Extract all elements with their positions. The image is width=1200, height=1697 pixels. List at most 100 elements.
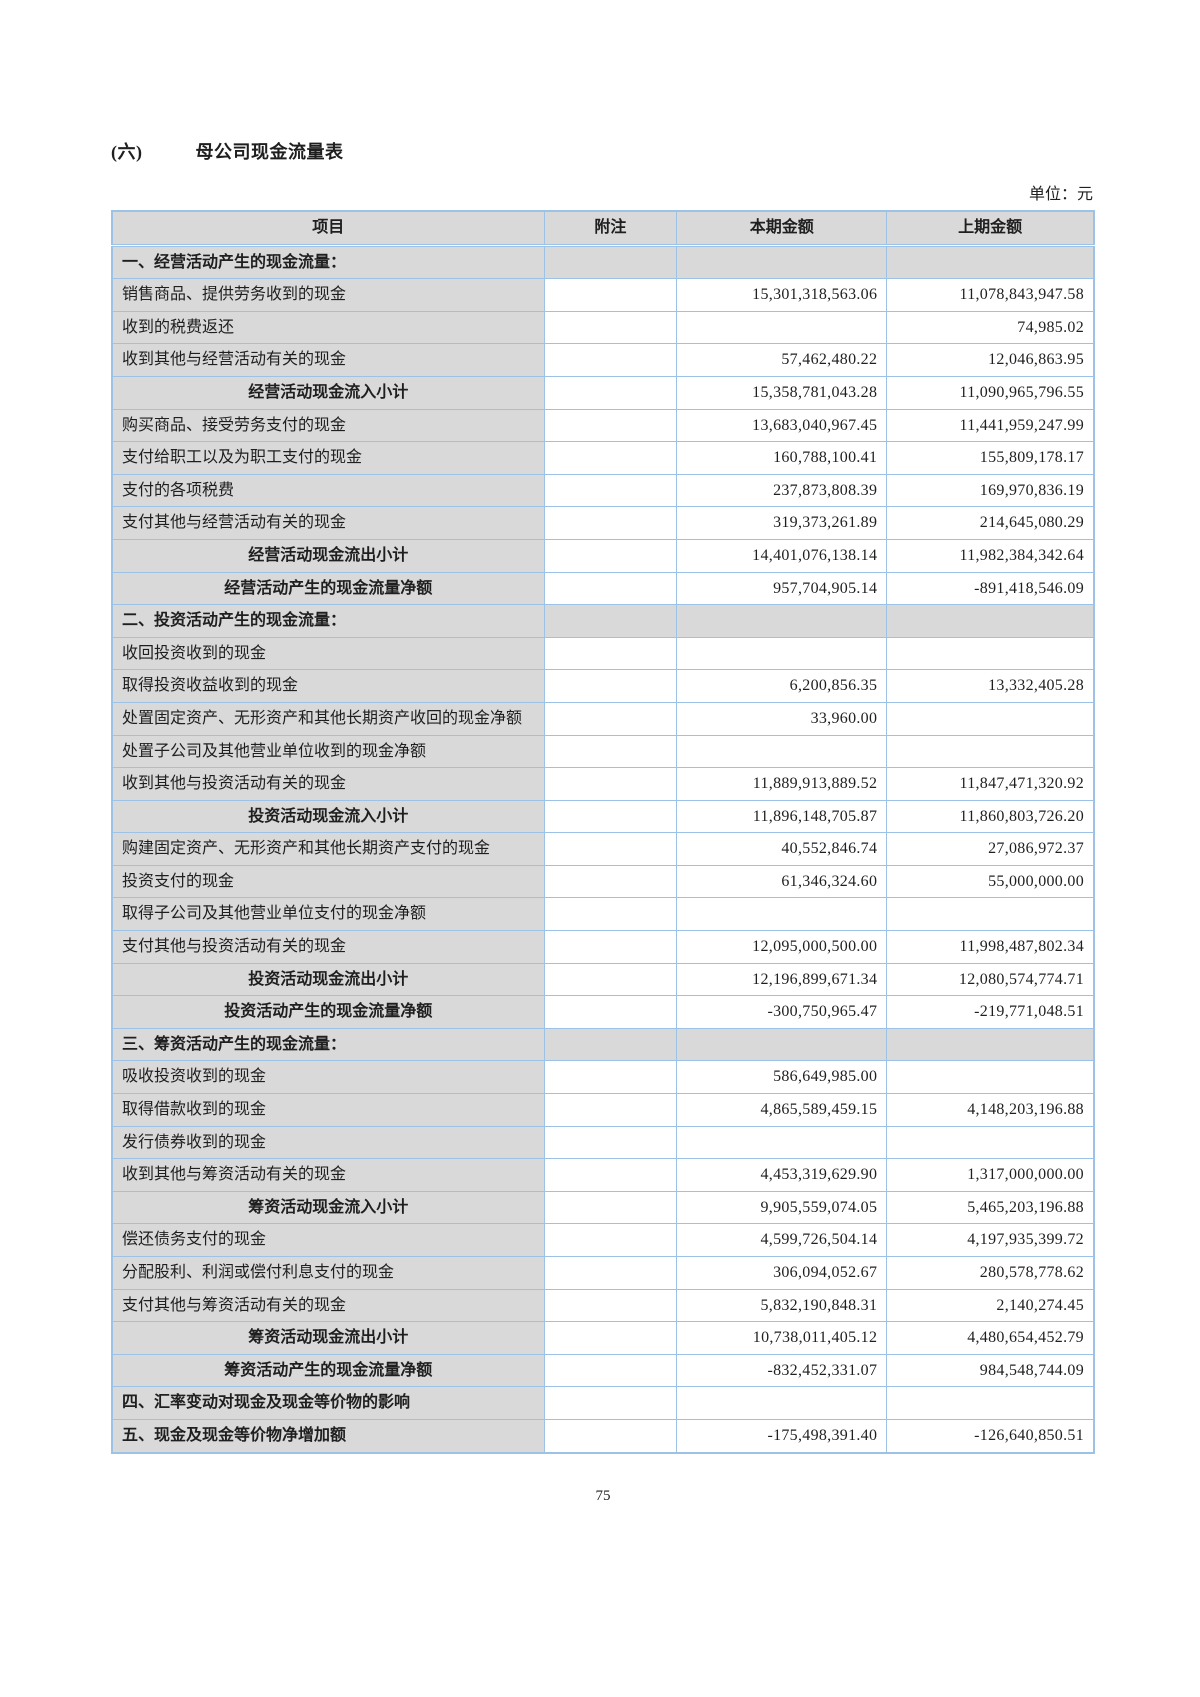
table-row: 取得投资收益收到的现金 6,200,856.35 13,332,405.28 [111, 669, 1095, 703]
item-cell: 支付给职工以及为职工支付的现金 [111, 441, 545, 475]
prior-amount-cell: 55,000,000.00 [886, 864, 1095, 899]
current-amount-cell: 61,346,324.60 [676, 864, 888, 899]
prior-amount-cell: 214,645,080.29 [886, 506, 1095, 540]
note-cell [543, 767, 678, 801]
current-amount-cell: 957,704,905.14 [676, 571, 888, 606]
current-amount-cell: 15,358,781,043.28 [676, 375, 888, 410]
table-row: 投资支付的现金 61,346,324.60 55,000,000.00 [111, 864, 1095, 899]
item-cell: 投资活动产生的现金流量净额 [111, 995, 545, 1029]
prior-amount-cell: 11,860,803,726.20 [886, 799, 1095, 834]
note-cell [543, 506, 678, 540]
prior-amount-cell [886, 1060, 1095, 1095]
table-row: 收回投资收到的现金 [111, 636, 1095, 671]
prior-amount-cell [886, 1125, 1095, 1160]
prior-amount-cell: 11,441,959,247.99 [886, 408, 1095, 443]
prior-amount-cell: 155,809,178.17 [886, 441, 1095, 475]
table-row: 支付其他与经营活动有关的现金 319,373,261.89 214,645,08… [111, 506, 1095, 540]
prior-amount-cell: 5,465,203,196.88 [886, 1190, 1095, 1225]
item-cell: 分配股利、利润或偿付利息支付的现金 [111, 1256, 545, 1290]
current-amount-cell [676, 244, 888, 280]
item-cell: 吸收投资收到的现金 [111, 1060, 545, 1095]
current-amount-cell [676, 1125, 888, 1160]
note-cell [543, 701, 678, 736]
current-amount-cell: 306,094,052.67 [676, 1256, 888, 1290]
note-cell [543, 897, 678, 932]
table-row: 购买商品、接受劳务支付的现金 13,683,040,967.45 11,441,… [111, 408, 1095, 443]
table-row: 经营活动产生的现金流量净额 957,704,905.14 -891,418,54… [111, 571, 1095, 606]
item-cell: 五、现金及现金等价物净增加额 [111, 1418, 545, 1454]
current-amount-cell [676, 604, 888, 638]
current-amount-cell: 40,552,846.74 [676, 832, 888, 866]
prior-amount-cell [886, 897, 1095, 932]
note-cell [543, 1256, 678, 1290]
prior-amount-cell: 11,982,384,342.64 [886, 538, 1095, 573]
cash-flow-table: 项目 附注 本期金额 上期金额 一、经营活动产生的现金流量： 销售商品、提供劳务… [111, 210, 1095, 1454]
item-cell: 筹资活动现金流出小计 [111, 1321, 545, 1355]
table-row: 投资活动现金流入小计 11,896,148,705.87 11,860,803,… [111, 799, 1095, 834]
prior-amount-cell: -891,418,546.09 [886, 571, 1095, 606]
item-cell: 支付其他与经营活动有关的现金 [111, 506, 545, 540]
item-cell: 收到其他与投资活动有关的现金 [111, 767, 545, 801]
note-cell [543, 636, 678, 671]
item-cell: 发行债券收到的现金 [111, 1125, 545, 1160]
table-row: 偿还债务支付的现金 4,599,726,504.14 4,197,935,399… [111, 1223, 1095, 1257]
table-row: 筹资活动现金流入小计 9,905,559,074.05 5,465,203,19… [111, 1190, 1095, 1225]
header-item: 项目 [111, 210, 545, 247]
current-amount-cell: 33,960.00 [676, 701, 888, 736]
current-amount-cell [676, 310, 888, 345]
current-amount-cell: 12,095,000,500.00 [676, 930, 888, 964]
note-cell [543, 1093, 678, 1127]
table-header-row: 项目 附注 本期金额 上期金额 [111, 210, 1095, 247]
header-note: 附注 [543, 210, 678, 247]
prior-amount-cell [886, 604, 1095, 638]
current-amount-cell: 12,196,899,671.34 [676, 962, 888, 997]
table-row: 收到的税费返还 74,985.02 [111, 310, 1095, 345]
item-cell: 筹资活动现金流入小计 [111, 1190, 545, 1225]
item-cell: 取得投资收益收到的现金 [111, 669, 545, 703]
note-cell [543, 669, 678, 703]
prior-amount-cell: 984,548,744.09 [886, 1353, 1095, 1388]
item-cell: 收回投资收到的现金 [111, 636, 545, 671]
current-amount-cell: 11,889,913,889.52 [676, 767, 888, 801]
item-cell: 经营活动现金流出小计 [111, 538, 545, 573]
page-content: (六) 母公司现金流量表 单位：元 项目 附注 本期金额 上期金额 一、经营活动… [111, 0, 1095, 1505]
table-row: 取得子公司及其他营业单位支付的现金净额 [111, 897, 1095, 932]
note-cell [543, 473, 678, 508]
current-amount-cell: 4,865,589,459.15 [676, 1093, 888, 1127]
current-amount-cell [676, 1027, 888, 1062]
prior-amount-cell [886, 636, 1095, 671]
table-row: 购建固定资产、无形资产和其他长期资产支付的现金 40,552,846.74 27… [111, 832, 1095, 866]
current-amount-cell: 319,373,261.89 [676, 506, 888, 540]
item-cell: 一、经营活动产生的现金流量： [111, 244, 545, 280]
table-row: 处置固定资产、无形资产和其他长期资产收回的现金净额 33,960.00 [111, 701, 1095, 736]
table-row: 二、投资活动产生的现金流量： [111, 604, 1095, 638]
item-cell: 支付其他与筹资活动有关的现金 [111, 1288, 545, 1323]
table-row: 处置子公司及其他营业单位收到的现金净额 [111, 734, 1095, 769]
item-cell: 销售商品、提供劳务收到的现金 [111, 278, 545, 312]
prior-amount-cell: 12,046,863.95 [886, 343, 1095, 377]
prior-amount-cell [886, 701, 1095, 736]
prior-amount-cell: 27,086,972.37 [886, 832, 1095, 866]
prior-amount-cell: 11,998,487,802.34 [886, 930, 1095, 964]
item-cell: 处置固定资产、无形资产和其他长期资产收回的现金净额 [111, 701, 545, 736]
item-cell: 收到其他与筹资活动有关的现金 [111, 1158, 545, 1192]
note-cell [543, 930, 678, 964]
note-cell [543, 1418, 678, 1454]
item-cell: 二、投资活动产生的现金流量： [111, 604, 545, 638]
note-cell [543, 604, 678, 638]
item-cell: 购买商品、接受劳务支付的现金 [111, 408, 545, 443]
note-cell [543, 538, 678, 573]
current-amount-cell: 5,832,190,848.31 [676, 1288, 888, 1323]
note-cell [543, 1321, 678, 1355]
prior-amount-cell: 2,140,274.45 [886, 1288, 1095, 1323]
header-current-amount: 本期金额 [676, 210, 888, 247]
note-cell [543, 244, 678, 280]
table-row: 收到其他与筹资活动有关的现金 4,453,319,629.90 1,317,00… [111, 1158, 1095, 1192]
note-cell [543, 1158, 678, 1192]
current-amount-cell [676, 1386, 888, 1420]
item-cell: 投资支付的现金 [111, 864, 545, 899]
note-cell [543, 441, 678, 475]
prior-amount-cell [886, 244, 1095, 280]
current-amount-cell: 9,905,559,074.05 [676, 1190, 888, 1225]
